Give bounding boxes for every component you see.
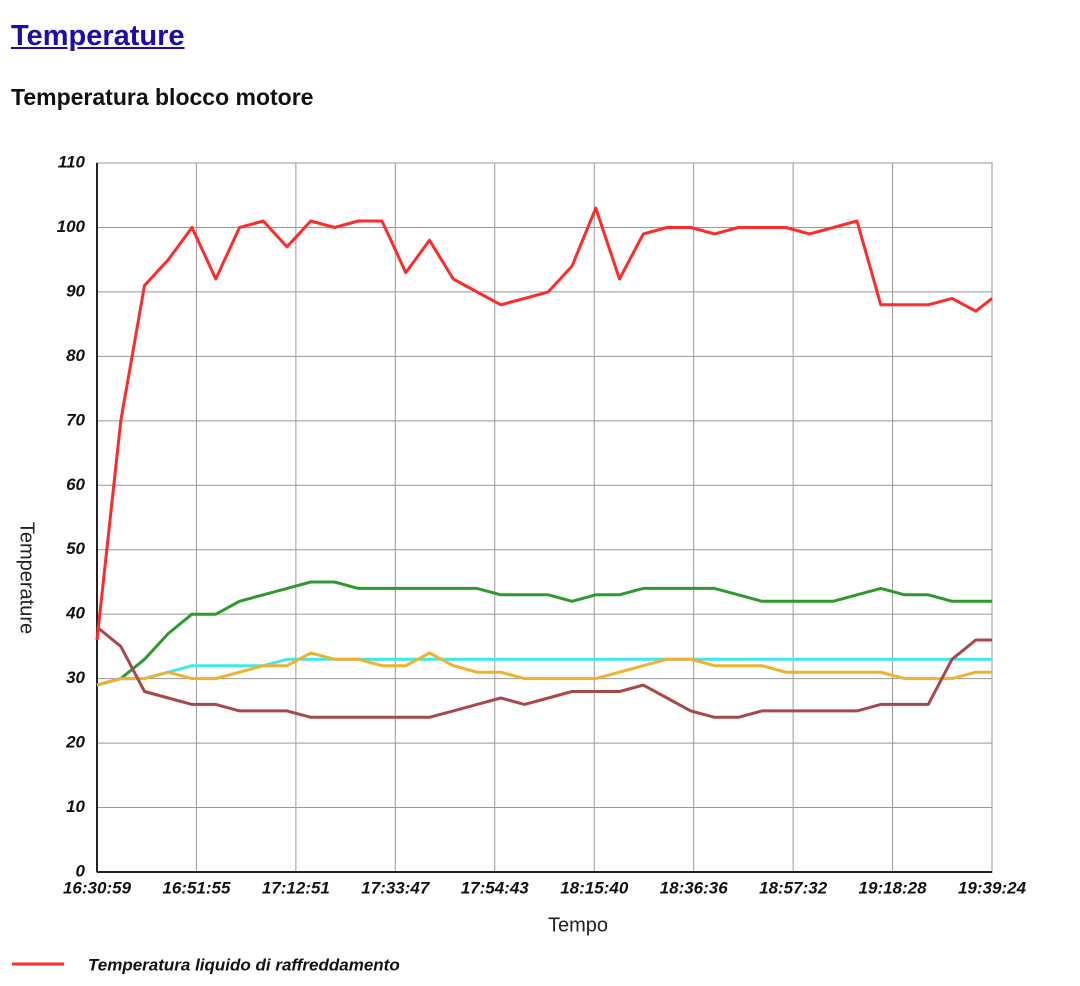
y-tick-label: 0 xyxy=(76,861,86,880)
x-tick-label: 16:51:55 xyxy=(162,878,231,897)
series-line xyxy=(96,651,992,687)
y-tick-label: 50 xyxy=(66,539,85,558)
series-line xyxy=(96,657,992,687)
plot-area xyxy=(96,162,993,873)
series-line xyxy=(96,625,992,719)
y-tick-label: 30 xyxy=(66,668,85,687)
y-tick-label: 80 xyxy=(66,346,85,365)
y-tick-label: 70 xyxy=(66,410,85,429)
y-tick-label: 90 xyxy=(66,281,85,300)
x-tick-label: 18:36:36 xyxy=(660,878,729,897)
y-tick-label: 40 xyxy=(65,604,85,623)
x-tick-label: 17:54:43 xyxy=(461,878,530,897)
x-tick-label: 17:33:47 xyxy=(361,878,431,897)
chart-title: Temperatura blocco motore xyxy=(11,84,313,110)
x-tick-label: 19:18:28 xyxy=(859,878,928,897)
heading-link[interactable]: Temperature xyxy=(11,20,185,52)
x-tick-label: 19:39:24 xyxy=(958,878,1027,897)
x-tick-label: 17:12:51 xyxy=(262,878,330,897)
y-tick-label: 60 xyxy=(66,475,85,494)
legend-label: Temperatura liquido di raffreddamento xyxy=(88,955,400,974)
x-tick-label: 18:57:32 xyxy=(759,878,828,897)
x-tick-label: 18:15:40 xyxy=(560,878,629,897)
y-tick-label: 10 xyxy=(66,797,85,816)
y-tick-label: 100 xyxy=(57,217,86,236)
series-line xyxy=(96,580,992,687)
x-axis-label: Tempo xyxy=(548,914,608,936)
y-tick-label: 110 xyxy=(58,152,86,171)
series-line xyxy=(95,206,993,641)
y-axis-label: Temperature xyxy=(16,522,38,634)
x-tick-label: 16:30:59 xyxy=(63,878,132,897)
y-tick-label: 20 xyxy=(65,733,85,752)
